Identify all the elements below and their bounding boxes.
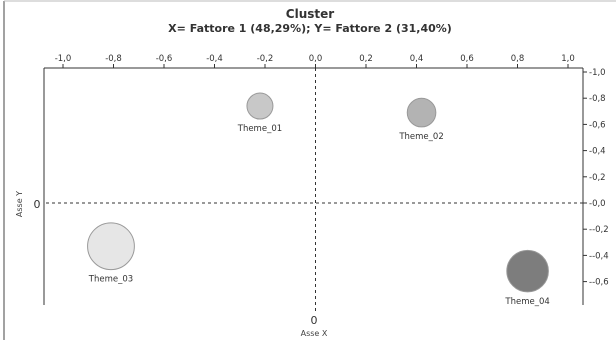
y-axis-label: Asse Y (15, 191, 24, 217)
x-tick-label: -0,4 (206, 54, 223, 64)
x-axis-zero-label: 0 (311, 314, 318, 327)
bubble-label: Theme_02 (398, 132, 443, 142)
chart-title: Cluster (286, 7, 334, 21)
x-tick-label: -0,6 (156, 54, 173, 64)
x-tick-label: -0,8 (105, 54, 122, 64)
bubble-label: Theme_03 (88, 275, 133, 285)
bubble-theme-01 (246, 92, 274, 120)
y-tick-label: -0,8 (589, 94, 606, 104)
x-tick-label: 0,8 (511, 54, 525, 64)
y-tick-label: --0,2 (589, 225, 609, 235)
y-tick-label: -0,0 (589, 199, 606, 209)
x-tick-label: -0,2 (257, 54, 274, 64)
y-tick-label: --0,6 (589, 278, 609, 288)
bubble-label: Theme_04 (504, 297, 549, 307)
bubble-theme-02 (406, 97, 437, 128)
x-tick-label: 0,6 (460, 54, 474, 64)
data-marks: Theme_01 Theme_02 Theme_03 Theme_04 (87, 92, 550, 307)
bubble-label: Theme_01 (237, 124, 282, 134)
y-axis-zero-label: 0 (34, 198, 41, 211)
x-tick-label: -1,0 (55, 54, 72, 64)
chart-subtitle: X= Fattore 1 (48,29%); Y= Fattore 2 (31,… (168, 22, 452, 35)
y-tick-label: -0,6 (589, 120, 606, 130)
y-tick-label: -0,2 (589, 173, 606, 183)
chart-chrome (3, 0, 616, 340)
axes-layer: -1,0 -0,8 -0,6 -0,4 -0,2 0,0 0,2 0,4 0,6 0,8 1,0 -1… (43, 54, 609, 312)
y-tick-label: -1,0 (589, 68, 606, 78)
x-tick-label: 0,0 (309, 54, 323, 64)
y-tick-label: --0,4 (589, 251, 609, 261)
x-tick-label: 1,0 (561, 54, 575, 64)
x-tick-label: 0,2 (359, 54, 373, 64)
bubble-theme-03 (87, 222, 135, 271)
bubble-theme-04 (506, 249, 549, 293)
x-tick-label: 0,4 (410, 54, 424, 64)
x-axis-label: Asse X (301, 329, 328, 338)
y-tick-label: -0,4 (589, 147, 606, 157)
